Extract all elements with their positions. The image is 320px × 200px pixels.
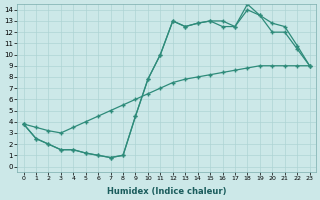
X-axis label: Humidex (Indice chaleur): Humidex (Indice chaleur) — [107, 187, 226, 196]
